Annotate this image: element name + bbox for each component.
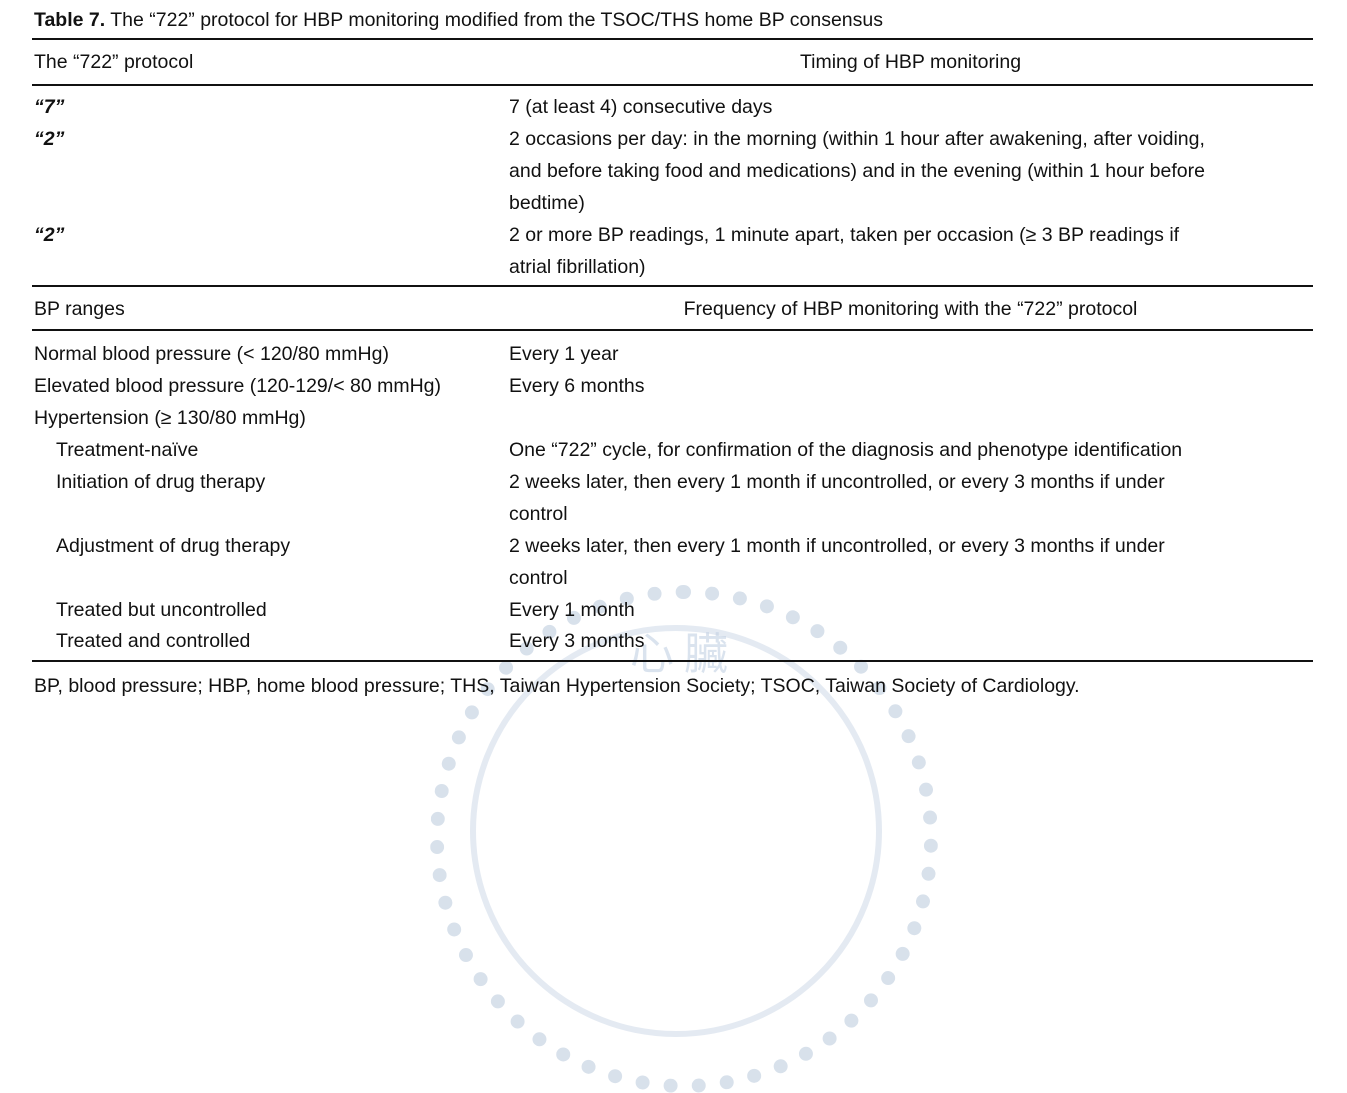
header-protocol: The “722” protocol [34, 51, 194, 73]
bottom-rule [32, 660, 1313, 662]
row-label-controlled: Treated and controlled [56, 630, 251, 652]
row-value-elevated: Every 6 months [509, 375, 645, 397]
table-label: Table 7. [34, 9, 106, 31]
row-label-uncontrolled: Treated but uncontrolled [56, 599, 267, 621]
cell-line: 2 weeks later, then every 1 month if unc… [509, 535, 1165, 557]
row-value-treatment-naive: One “722” cycle, for confirmation of the… [509, 439, 1183, 461]
header-bp-ranges: BP ranges [34, 298, 125, 320]
row-label-7: “7” [34, 96, 65, 118]
cell-line: 2 occasions per day: in the morning (wit… [509, 128, 1205, 150]
row-value-normal: Every 1 year [509, 343, 619, 365]
watermark-text: 心臟 [630, 629, 738, 680]
cell-line: atrial fibrillation) [509, 256, 646, 278]
row-label-2b: “2” [34, 224, 65, 246]
header-rule [32, 84, 1313, 86]
footnote: BP, blood pressure; HBP, home blood pres… [34, 675, 1080, 697]
row-value-7: 7 (at least 4) consecutive days [509, 91, 772, 123]
row-value-uncontrolled: Every 1 month [509, 599, 635, 621]
row-value-2b: 2 or more BP readings, 1 minute apart, t… [509, 219, 1179, 283]
table-caption: Table 7. The “722” protocol for HBP moni… [34, 4, 883, 36]
cell-line: and before taking food and medications) … [509, 160, 1205, 182]
cell-line: control [509, 503, 568, 525]
row-value-controlled: Every 3 months [509, 630, 645, 652]
table-title: The “722” protocol for HBP monitoring mo… [105, 9, 884, 31]
cell-line: bedtime) [509, 192, 585, 214]
row-value-adjustment: 2 weeks later, then every 1 month if unc… [509, 530, 1165, 594]
cell-line: 2 or more BP readings, 1 minute apart, t… [509, 224, 1180, 246]
cell-line: 2 weeks later, then every 1 month if unc… [509, 471, 1165, 493]
top-rule [32, 38, 1313, 40]
header-timing: Timing of HBP monitoring [799, 51, 1022, 73]
section-header-rule [32, 329, 1313, 331]
row-value-2a: 2 occasions per day: in the morning (wit… [509, 123, 1205, 219]
row-label-elevated: Elevated blood pressure (120-129/< 80 mm… [34, 375, 442, 397]
row-label-2a: “2” [34, 128, 65, 150]
header-frequency: Frequency of HBP monitoring with the “72… [683, 298, 1138, 320]
row-label-initiation: Initiation of drug therapy [56, 471, 266, 493]
row-label-normal: Normal blood pressure (< 120/80 mmHg) [34, 343, 389, 365]
row-label-hypertension: Hypertension (≥ 130/80 mmHg) [34, 407, 306, 429]
row-value-initiation: 2 weeks later, then every 1 month if unc… [509, 466, 1165, 530]
cell-line: 7 (at least 4) consecutive days [509, 96, 773, 118]
cell-line: control [509, 567, 568, 589]
row-label-treatment-naive: Treatment-naïve [56, 439, 199, 461]
row-label-adjustment: Adjustment of drug therapy [56, 535, 291, 557]
section-rule [32, 285, 1313, 287]
